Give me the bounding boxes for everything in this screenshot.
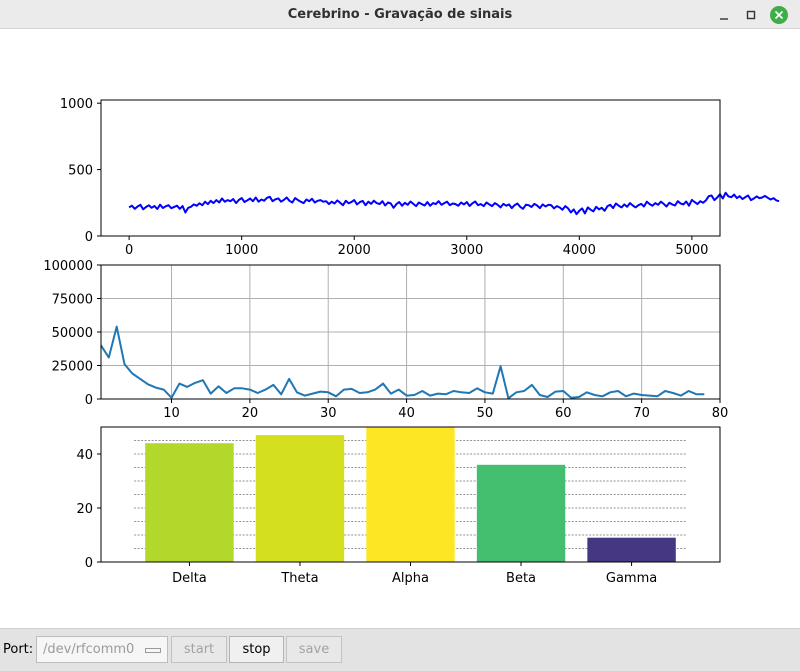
plot-canvas: 0 1000 2000 3000 4000 5000 0 500 1000 10 20 30 40 50 6… (0, 29, 800, 628)
y-tick-label: 20 (76, 502, 93, 517)
close-icon (770, 6, 788, 24)
x-tick-label: 1000 (225, 243, 258, 258)
band-power-axes-frame (100, 426, 721, 563)
window-title: Cerebrino - Gravação de sinais (287, 7, 513, 22)
x-tick-label: Theta (280, 571, 318, 586)
bar-alpha (366, 427, 455, 562)
raw-signal-axes-frame (100, 99, 721, 237)
bar-delta (145, 443, 234, 562)
x-tick-label: 10 (163, 406, 180, 421)
x-tick-label: Alpha (392, 571, 429, 586)
fft-spectrum-series-line (100, 325, 705, 400)
x-tick-label: 2000 (338, 243, 371, 258)
x-tick-label: 80 (712, 406, 729, 421)
x-tick-label: 60 (555, 406, 572, 421)
maximize-icon (746, 10, 756, 20)
port-label: Port: (3, 642, 34, 657)
x-tick-label: 40 (398, 406, 415, 421)
stop-button[interactable]: stop (229, 636, 284, 663)
x-tick-label: 5000 (675, 243, 708, 258)
y-tick-label: 50000 (52, 326, 93, 341)
raw-signal-series-line (128, 191, 780, 216)
bar-theta (255, 435, 345, 562)
y-tick-label: 0 (85, 556, 93, 571)
start-button[interactable]: start (171, 636, 227, 663)
y-tick-label: 100000 (43, 259, 93, 274)
x-tick-label: 70 (633, 406, 650, 421)
maximize-button[interactable] (740, 4, 762, 26)
window-titlebar[interactable]: Cerebrino - Gravação de sinais (0, 0, 800, 29)
dropdown-arrow-icon (145, 648, 161, 653)
x-tick-label: 4000 (563, 243, 596, 258)
y-tick-label: 75000 (52, 293, 93, 308)
x-tick-label: 30 (320, 406, 337, 421)
fft-spectrum-chart: 10 20 30 40 50 60 70 80 0 25000 50000 75000 100000 (43, 259, 728, 421)
y-tick-label: 0 (85, 230, 93, 245)
x-tick-label: 0 (125, 243, 133, 258)
port-select[interactable]: /dev/rfcomm0 (36, 636, 168, 663)
x-tick-label: 3000 (450, 243, 483, 258)
y-tick-label: 500 (68, 164, 93, 179)
x-tick-label: 20 (242, 406, 259, 421)
bar-gamma (587, 537, 676, 562)
raw-signal-chart: 0 1000 2000 3000 4000 5000 0 500 1000 (60, 97, 780, 258)
x-tick-label: Delta (172, 571, 207, 586)
bar-beta (476, 464, 566, 562)
minimize-button[interactable] (713, 4, 735, 26)
control-bar: Port: /dev/rfcomm0 start stop save (0, 628, 800, 671)
close-button[interactable] (768, 4, 790, 26)
y-tick-label: 40 (76, 448, 93, 463)
x-tick-label: 50 (477, 406, 494, 421)
x-tick-label: Beta (506, 571, 536, 586)
save-button[interactable]: save (286, 636, 342, 663)
band-power-chart: Delta Theta Alpha Beta Gamma 0 20 40 (76, 426, 721, 586)
y-tick-label: 25000 (52, 360, 93, 375)
minimize-icon (720, 18, 728, 20)
port-select-value: /dev/rfcomm0 (43, 642, 135, 657)
y-tick-label: 1000 (60, 97, 93, 112)
y-tick-label: 0 (85, 393, 93, 408)
x-tick-label: Gamma (606, 571, 657, 586)
